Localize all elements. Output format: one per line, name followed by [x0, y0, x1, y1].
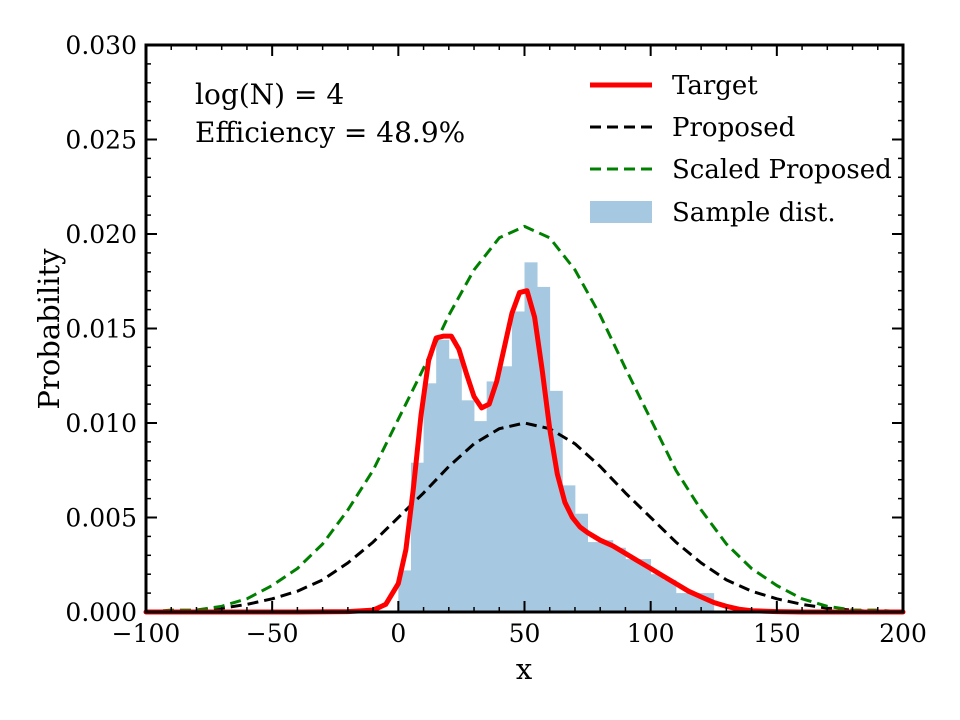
- y-tick-label: 0.015: [65, 315, 137, 344]
- y-tick-label: 0.020: [65, 220, 137, 249]
- y-tick-label: 0.010: [65, 409, 137, 438]
- x-tick-label: −50: [246, 619, 299, 648]
- histogram-bar: [448, 358, 462, 612]
- histogram-bar: [461, 400, 475, 612]
- histogram-bar: [574, 513, 588, 612]
- x-tick-label: −100: [112, 619, 181, 648]
- histogram-bar: [511, 311, 525, 612]
- y-tick-label: 0.030: [65, 31, 137, 60]
- x-tick-label: 100: [627, 619, 675, 648]
- histogram-bar: [600, 540, 614, 612]
- histogram-bar: [587, 542, 601, 612]
- y-tick-label: 0.025: [65, 126, 137, 155]
- x-tick-label: 0: [390, 619, 406, 648]
- y-axis-label: Probability: [32, 248, 66, 410]
- x-axis-label: x: [516, 652, 532, 686]
- series-line-proposed: [146, 421, 903, 614]
- x-tick-label: 50: [509, 619, 541, 648]
- axes: −100 −50 0 50 100 150 200 0.000 0.005 0.010 0.015 0…: [65, 31, 926, 648]
- legend: Target Proposed Scaled Proposed Sample dist…: [590, 71, 892, 228]
- histogram-bar: [436, 339, 450, 612]
- histogram-bar: [486, 381, 500, 612]
- legend-label: Scaled Proposed: [672, 155, 892, 185]
- histogram-bar: [423, 383, 437, 612]
- legend-label: Target: [672, 71, 758, 101]
- y-tick-label: 0.000: [65, 598, 137, 627]
- histogram-bar: [398, 570, 412, 612]
- histogram-bar: [663, 579, 677, 612]
- series-line-target: [143, 288, 906, 615]
- histogram-bar: [625, 559, 639, 612]
- legend-swatch-sample-dist: [590, 201, 652, 223]
- annotation-logn: log(N) = 4: [195, 78, 344, 111]
- y-tick-label: 0.005: [65, 504, 137, 533]
- histogram-bar: [499, 366, 513, 612]
- histogram-bar: [549, 390, 563, 612]
- x-tick-label: 150: [753, 619, 801, 648]
- histogram-bar: [675, 593, 689, 612]
- histogram-bar: [474, 421, 488, 612]
- histogram-bar: [650, 574, 664, 612]
- histogram-bar: [638, 559, 652, 612]
- histogram-bar: [612, 547, 626, 612]
- x-tick-label: 200: [879, 619, 927, 648]
- series-line-scaled-proposed: [145, 224, 904, 614]
- annotation-efficiency: Efficiency = 48.9%: [195, 116, 465, 149]
- legend-label: Proposed: [672, 113, 795, 143]
- plot-area: [143, 224, 906, 615]
- legend-label: Sample dist.: [672, 198, 836, 228]
- histogram-bar: [524, 262, 538, 612]
